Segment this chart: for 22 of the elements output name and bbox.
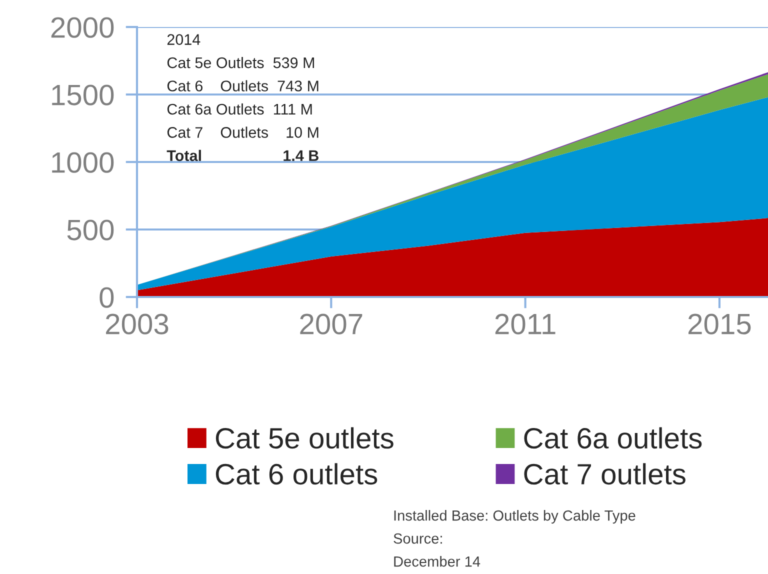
x-tick-label: 2011 — [495, 314, 556, 334]
annotation: Total 1.4 B — [166, 150, 318, 162]
annotation: Cat 5e Outlets 539 M — [167, 56, 314, 68]
annotation: 2014 — [167, 34, 200, 45]
x-tick-label: 2007 — [300, 314, 362, 334]
text: December 14 — [394, 556, 480, 567]
source-note: Source: — [394, 533, 442, 544]
annotation: Cat 7 Outlets 10 M — [167, 126, 318, 138]
annotation: Cat 6 Outlets 743 M — [167, 80, 318, 92]
y-tick-label: 0 — [100, 287, 114, 308]
y-tick-label: 500 — [67, 220, 114, 240]
text: Installed Base: Outlets by Cable Type — [394, 510, 636, 524]
y-tick-label: 1000 — [52, 152, 114, 173]
legend-label: Cat 6 outlets — [216, 463, 378, 485]
x-tick-label: 2003 — [106, 314, 168, 334]
annotation: Cat 6a Outlets 111 M — [167, 103, 312, 115]
x-tick-label: 2015 — [688, 314, 751, 334]
legend-label: Cat 5e outlets — [216, 427, 394, 449]
legend-label: Cat 7 outlets — [524, 463, 686, 485]
y-tick-label: 1500 — [52, 84, 114, 106]
y-tick-label: 2000 — [51, 17, 114, 38]
legend-label: Cat 6a outlets — [524, 427, 702, 449]
